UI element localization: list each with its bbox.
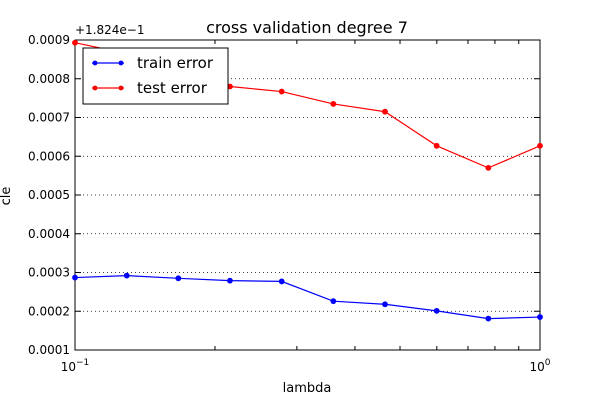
data-point [485, 315, 492, 322]
chart-title: cross validation degree 7 [206, 18, 408, 37]
data-point [123, 272, 130, 279]
y-tick-label: 0.0006 [28, 149, 70, 163]
data-point [433, 142, 440, 149]
y-tick-label: 0.0007 [28, 111, 70, 125]
data-point [72, 39, 78, 46]
legend-label: train error [137, 54, 214, 72]
legend-marker [92, 60, 98, 66]
legend-marker [92, 85, 98, 91]
y-tick-label: 0.0005 [28, 188, 70, 202]
y-offset-label: +1.824e−1 [75, 23, 144, 37]
data-point [382, 108, 388, 115]
x-tick-labels: 10−1 100 [61, 358, 551, 374]
y-tick-label: 0.0009 [28, 33, 70, 47]
series-line-0 [74, 274, 541, 320]
x-tick-label: 10−1 [61, 358, 90, 374]
data-point [330, 101, 337, 107]
y-axis-label: cle [0, 187, 14, 206]
data-point [382, 301, 388, 308]
data-point [175, 275, 182, 282]
y-tick-label: 0.0008 [28, 72, 70, 86]
y-tick-labels: 0.0001 0.0002 0.0003 0.0004 0.0005 0.0006 0.00… [28, 33, 70, 357]
y-tick-label: 0.0002 [28, 304, 70, 318]
data-point [278, 88, 285, 95]
legend-box [82, 47, 229, 105]
data-point [278, 278, 285, 285]
data-point [227, 277, 233, 284]
data-point [433, 307, 440, 314]
y-tick-label: 0.0004 [28, 227, 70, 241]
data-point [330, 298, 337, 305]
x-tick-label: 100 [529, 358, 550, 374]
legend: train error test error [82, 47, 229, 105]
data-point [72, 274, 78, 281]
data-point [537, 314, 543, 320]
x-axis-label: lambda [283, 381, 332, 396]
legend-label: test error [137, 79, 208, 97]
y-tick-label: 0.0001 [28, 343, 70, 357]
y-tick-label: 0.0003 [28, 266, 70, 280]
data-point [485, 164, 492, 171]
data-point [537, 142, 543, 149]
legend-marker [118, 85, 124, 91]
legend-marker [118, 60, 124, 66]
grid-lines [75, 78, 540, 312]
